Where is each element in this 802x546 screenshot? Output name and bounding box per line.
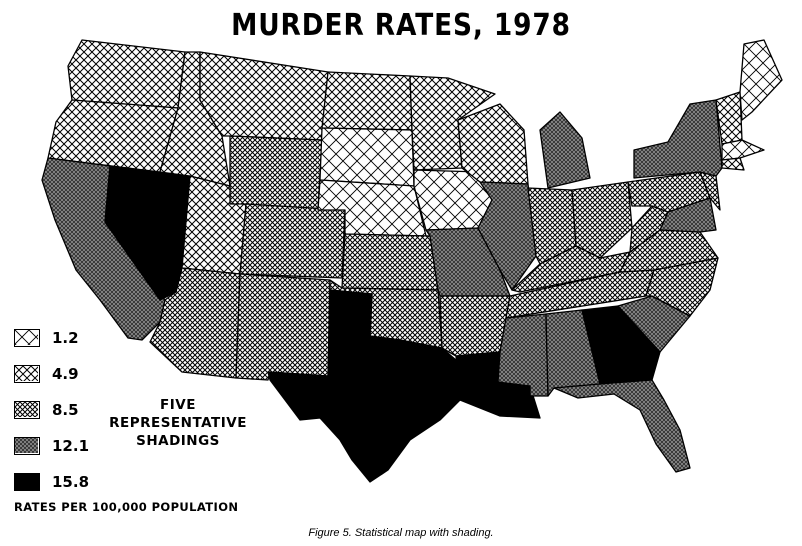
state-ohio: [571, 181, 633, 259]
state-maryland: [659, 197, 717, 233]
state-kentucky: [511, 245, 631, 293]
state-wisconsin: [457, 103, 529, 185]
state-wyoming: [229, 135, 323, 211]
state-new-mexico: [235, 273, 331, 381]
legend: 1.2 4.9 8.5 12.1 15.8: [14, 326, 244, 526]
legend-swatch-3: [14, 401, 40, 419]
legend-label-5: 15.8: [52, 473, 90, 491]
map-title: MURDER RATES, 1978: [231, 8, 571, 43]
state-kansas: [341, 233, 439, 291]
legend-item-2: 4.9: [14, 362, 79, 386]
legend-item-3: 8.5: [14, 398, 79, 422]
state-washington: [67, 39, 186, 109]
state-new-york: [633, 99, 723, 179]
legend-label-4: 12.1: [52, 437, 90, 455]
legend-item-4: 12.1: [14, 434, 89, 458]
units-note: RATES PER 100,000 POPULATION: [14, 500, 239, 514]
legend-heading-line2: SHADINGS: [136, 433, 220, 449]
legend-swatch-4: [14, 437, 40, 455]
legend-item-5: 15.8: [14, 470, 89, 494]
state-arkansas: [439, 295, 511, 357]
state-connecticut: [721, 157, 745, 171]
state-south-dakota: [319, 127, 415, 187]
state-michigan: [539, 111, 591, 189]
state-montana: [199, 51, 329, 141]
state-north-dakota: [321, 71, 413, 131]
figure-caption: Figure 5. Statistical map with shading.: [308, 527, 494, 539]
legend-swatch-1: [14, 329, 40, 347]
state-colorado: [239, 203, 346, 279]
legend-heading-line1: FIVE REPRESENTATIVE: [109, 397, 247, 431]
state-georgia: [581, 305, 661, 385]
state-texas: [267, 289, 461, 483]
state-massachusetts: [721, 139, 765, 161]
legend-label-1: 1.2: [52, 329, 79, 347]
legend-item-1: 1.2: [14, 326, 79, 350]
state-vermont: [715, 91, 743, 145]
legend-swatch-5: [14, 473, 40, 491]
state-maine: [739, 39, 783, 121]
state-florida: [553, 379, 691, 473]
legend-label-2: 4.9: [52, 365, 79, 383]
legend-swatch-2: [14, 365, 40, 383]
legend-label-3: 8.5: [52, 401, 79, 419]
legend-heading: FIVE REPRESENTATIVE SHADINGS: [100, 396, 256, 450]
